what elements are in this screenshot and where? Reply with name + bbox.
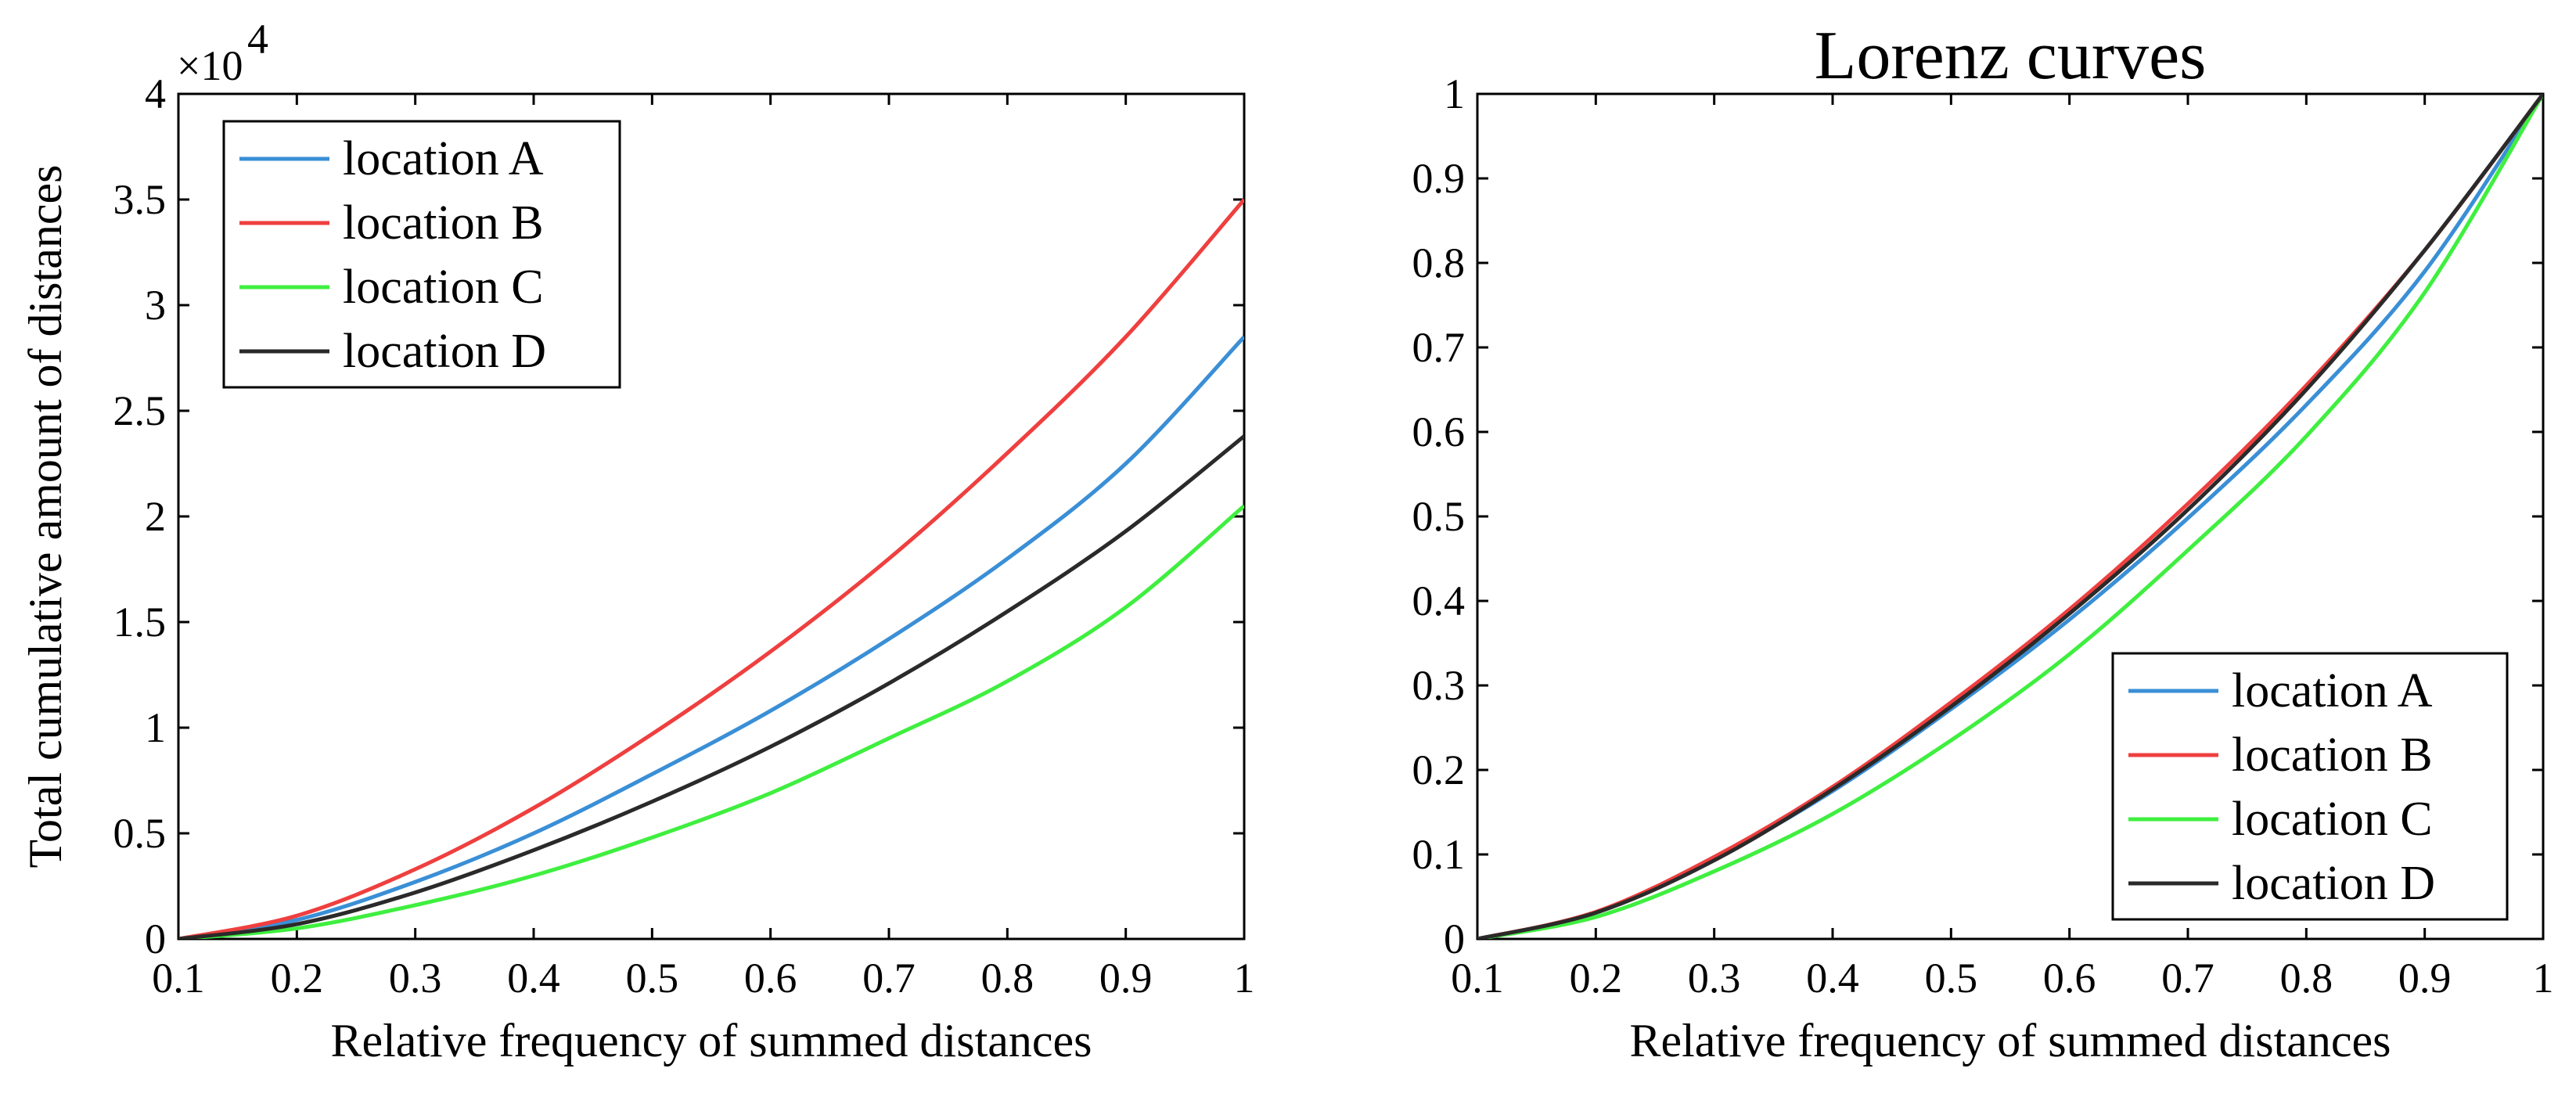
x-tick-label: 0.4 <box>1806 955 1859 1002</box>
y-exponent-label: ×10 <box>177 42 243 89</box>
y-tick-label: 2.5 <box>113 387 167 434</box>
y-tick-label: 3.5 <box>113 176 167 223</box>
y-tick-label: 1 <box>1444 70 1465 117</box>
chart-1: 0.1 0.2 0.3 0.4 0.5 0.6 0.7 0.8 0.9 1 0 0.5 1 1.5 2 2.5… <box>20 16 1255 1066</box>
series-line-location-a <box>178 335 1244 939</box>
legend-label: location C <box>343 261 544 314</box>
x-tick-label: 0.7 <box>862 955 916 1002</box>
legend-label: location A <box>343 132 544 185</box>
y-tick-label: 0.9 <box>1412 155 1466 202</box>
y-tick-label: 2 <box>145 493 166 540</box>
y-tick-label: 1 <box>145 704 166 751</box>
legend-label: location C <box>2232 793 2433 846</box>
chart-2: 0.1 0.2 0.3 0.4 0.5 0.6 0.7 0.8 0.9 100.10.20.30.… <box>1412 18 2554 1066</box>
y-tick-label: 0.1 <box>1412 831 1466 878</box>
y-tick-label: 0.5 <box>1412 493 1466 540</box>
legend-box <box>2111 652 2509 921</box>
series-line-location-d <box>178 434 1244 939</box>
y-tick-label: 0 <box>1444 915 1465 962</box>
x-tick-label: 0.6 <box>2043 955 2096 1002</box>
y-tick-label: 3 <box>145 282 166 329</box>
x-tick-label: 0.3 <box>1688 955 1741 1002</box>
x-tick-label: 0.5 <box>1925 955 1978 1002</box>
series-line-location-d <box>1477 94 2543 939</box>
series-line-location-b <box>178 198 1244 939</box>
y-tick-label: 0.4 <box>1412 577 1466 624</box>
x-tick-label: 0.1 <box>152 955 205 1002</box>
legend: location A location B location C location D <box>2111 652 2509 921</box>
x-tick-label: 1 <box>2533 955 2554 1002</box>
legend: location A location B location C location D <box>222 120 621 389</box>
x-tick-label: 0.9 <box>2398 955 2452 1002</box>
legend-label: location D <box>2232 857 2435 910</box>
x-tick-label: 0.4 <box>507 955 560 1002</box>
y-tick-label: 0.8 <box>1412 239 1466 286</box>
chart-title: Lorenz curves <box>1815 18 2207 94</box>
y-tick-label: 4 <box>145 70 166 117</box>
x-tick-label: 0.9 <box>1099 955 1153 1002</box>
legend-label: location B <box>2232 728 2433 782</box>
x-tick-label: 0.3 <box>389 955 442 1002</box>
y-tick-label: 0.5 <box>113 810 167 857</box>
series-line-location-c <box>178 504 1244 939</box>
x-tick-label: 0.8 <box>981 955 1034 1002</box>
x-axis-title: Relative frequency of summed distances <box>330 1015 1092 1066</box>
y-axis-title: Total cumulative amount of distances <box>20 165 71 869</box>
x-tick-label: 0.5 <box>626 955 679 1002</box>
x-tick-label: 0.6 <box>744 955 797 1002</box>
x-tick-label: 0.7 <box>2161 955 2214 1002</box>
legend-box <box>222 120 621 389</box>
y-tick-label: 0.2 <box>1412 746 1466 793</box>
x-axis-title: Relative frequency of summed distances <box>1629 1015 2391 1066</box>
y-tick-label: 0 <box>145 915 166 962</box>
y-tick-label: 1.5 <box>113 599 167 646</box>
series-line-location-c <box>1477 94 2543 939</box>
x-tick-label: 1 <box>1234 955 1255 1002</box>
x-tick-label: 0.1 <box>1451 955 1504 1002</box>
legend-label: location A <box>2232 664 2433 718</box>
x-tick-label: 0.2 <box>1570 955 1623 1002</box>
y-exponent-power: 4 <box>247 16 268 63</box>
x-tick-label: 0.2 <box>271 955 324 1002</box>
legend-label: location D <box>343 325 546 378</box>
y-tick-label: 0.6 <box>1412 408 1466 455</box>
y-tick-label: 0.7 <box>1412 324 1466 371</box>
x-tick-label: 0.8 <box>2280 955 2333 1002</box>
legend-label: location B <box>343 196 544 250</box>
y-tick-label: 0.3 <box>1412 662 1466 709</box>
